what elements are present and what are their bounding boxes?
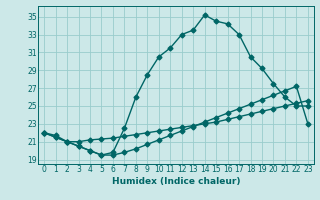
X-axis label: Humidex (Indice chaleur): Humidex (Indice chaleur) [112,177,240,186]
